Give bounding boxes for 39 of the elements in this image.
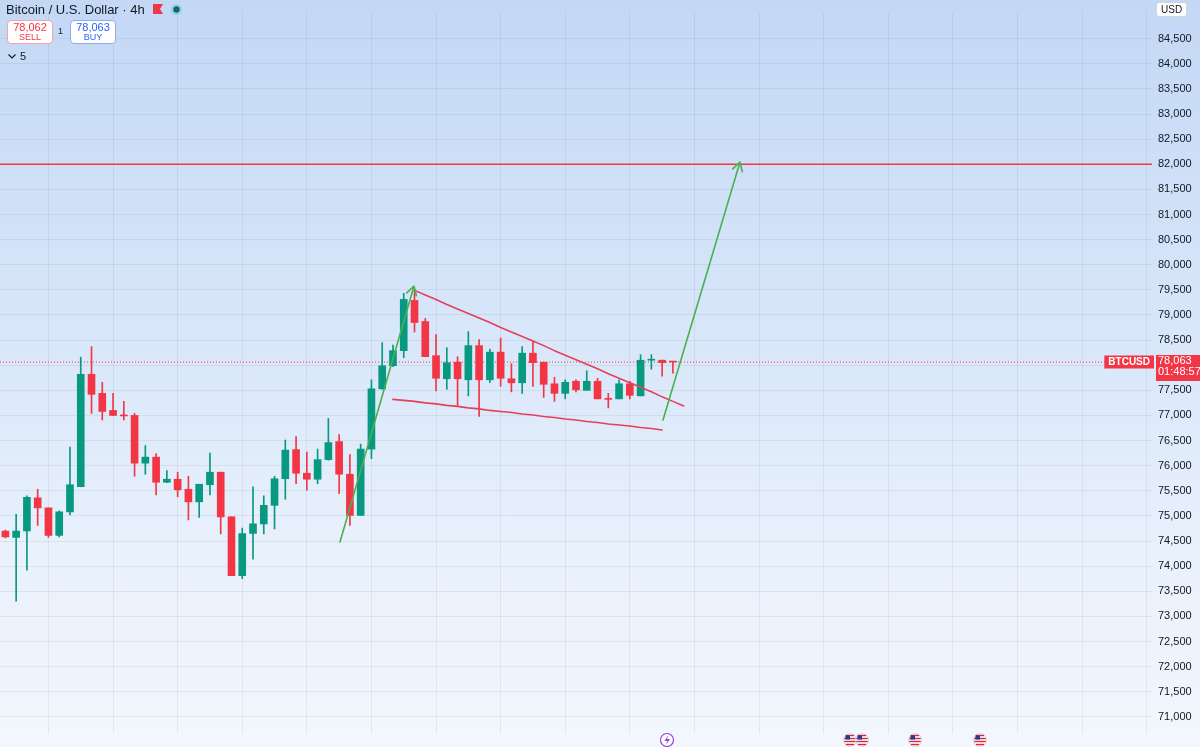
text: USD <box>1156 2 1188 17</box>
y-tick-label: 79,500 <box>1158 282 1192 295</box>
annotation: 78,062 <box>13 21 47 33</box>
y-tick-label: 75,500 <box>1158 483 1192 496</box>
y-tick-label: 81,500 <box>1158 182 1192 195</box>
y-tick-label: 77,000 <box>1158 408 1192 421</box>
y-tick-label: 80,500 <box>1158 232 1192 245</box>
y-tick-label: 74,500 <box>1158 534 1192 547</box>
y-tick-label: 78,500 <box>1158 333 1192 346</box>
y-tick-label: 84,500 <box>1158 31 1192 44</box>
y-tick-label: 76,500 <box>1158 433 1192 446</box>
y-tick-label: 75,000 <box>1158 508 1192 521</box>
annotation: SELL <box>19 32 41 42</box>
y-tick-label: 73,000 <box>1158 609 1192 622</box>
y-tick-label: 84,000 <box>1158 56 1192 69</box>
y-tick-label: 83,500 <box>1158 81 1192 94</box>
text: 01:48:57 <box>1158 365 1200 378</box>
annotation: 5 <box>20 50 27 62</box>
y-tick-label: 71,000 <box>1158 709 1192 722</box>
y-tick-label: 83,000 <box>1158 107 1192 120</box>
y-tick-label: 73,500 <box>1158 584 1192 597</box>
y-tick-label: 80,000 <box>1158 257 1192 270</box>
annotation: 78,063 <box>76 21 110 33</box>
text: 78,063 <box>1158 354 1192 367</box>
y-tick-label: 71,500 <box>1158 684 1192 697</box>
chart-title: Bitcoin / U.S. Dollar · 4h <box>6 1 145 17</box>
y-tick-label: 82,500 <box>1158 132 1192 145</box>
y-tick-label: 79,000 <box>1158 308 1192 321</box>
y-tick-label: 74,000 <box>1158 559 1192 572</box>
y-tick-label: 72,500 <box>1158 634 1192 647</box>
y-tick-label: 76,000 <box>1158 458 1192 471</box>
ref-line-label: BTCUSD <box>1108 356 1151 368</box>
annotation: BUY <box>83 32 103 42</box>
annotation: 1 <box>58 26 64 36</box>
y-tick-label: 77,500 <box>1158 383 1192 396</box>
y-tick-label: 82,000 <box>1158 157 1192 170</box>
y-tick-label: 72,000 <box>1158 659 1192 672</box>
candlestick <box>604 393 613 409</box>
y-tick-label: 81,000 <box>1158 207 1192 220</box>
